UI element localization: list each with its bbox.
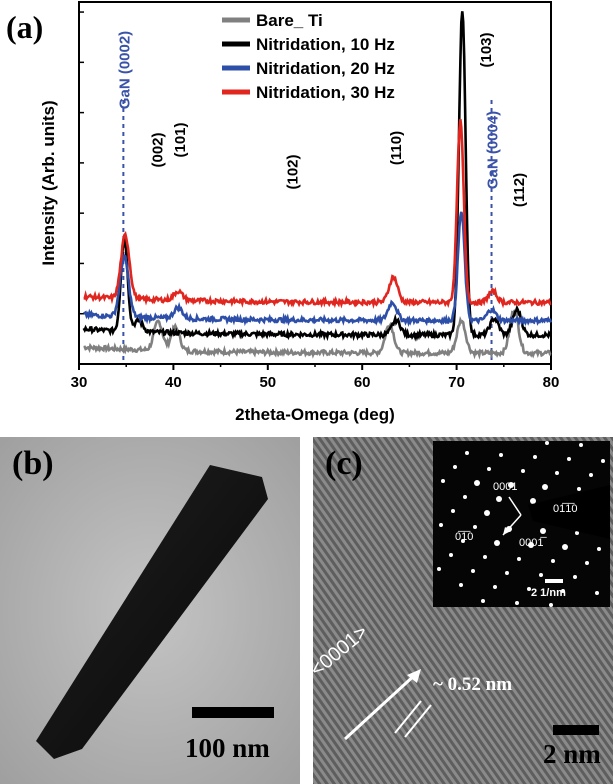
direction-arrow [343, 671, 419, 741]
diffraction-spot [575, 531, 579, 535]
y-axis-label: Intensity (Arb. units) [39, 100, 58, 265]
panel-c-label: (c) [325, 445, 363, 482]
diffraction-spot [499, 453, 503, 457]
series-line [83, 211, 553, 328]
diffraction-spot [573, 575, 577, 579]
x-axis-label: 2theta-Omega (deg) [235, 405, 395, 424]
scale-text-c: 2 nm [543, 739, 601, 769]
label-0001-bar: 0001̅ [519, 537, 544, 549]
diffraction-spot [577, 487, 581, 491]
series-line [83, 119, 552, 309]
diffraction-spot [494, 540, 500, 546]
peak-annotation: (101) [172, 122, 189, 157]
x-tick-label: 60 [354, 374, 371, 391]
diffraction-spot [539, 573, 543, 577]
peak-annotation: GaN (0002) [116, 31, 133, 109]
peak-annotation: GaN (0004) [485, 111, 502, 189]
nanowire-shape [36, 465, 268, 759]
diffraction-spot [459, 583, 463, 587]
nanowire-image [0, 437, 300, 784]
diffraction-spot [562, 544, 568, 550]
diffraction-spot [471, 569, 475, 573]
scale-text-b: 100 nm [185, 733, 270, 763]
diffraction-spot [551, 559, 555, 563]
diffraction-spot [484, 510, 490, 516]
panel-c-hrtem-image: (c) <0001> ~ 0.52 nm 2 nm 0001 01̅1̅0 0̅… [313, 437, 613, 784]
series-line [82, 11, 552, 342]
diffraction-spot [589, 473, 593, 477]
diffraction-spot [579, 443, 583, 447]
inset-scale-text: 2 1/nm [531, 587, 566, 599]
diffraction-spot [483, 555, 487, 559]
diffraction-spot [597, 547, 601, 551]
diffraction-spot [508, 482, 514, 488]
x-tick-label: 70 [448, 374, 465, 391]
scale-bar-inset [545, 579, 563, 583]
diffraction-spot [533, 455, 537, 459]
diffraction-spot [439, 523, 443, 527]
x-tick-label: 30 [71, 374, 88, 391]
legend-label: Nitridation, 30 Hz [256, 83, 395, 102]
diffraction-spot [555, 471, 559, 475]
diffraction-spot [474, 480, 480, 486]
legend-label: Nitridation, 10 Hz [256, 35, 395, 54]
label-0110: 01̅1̅0 [553, 503, 578, 515]
beam-stopper [528, 485, 610, 539]
diffraction-spot [561, 589, 565, 593]
diffraction-spot [496, 496, 502, 502]
legend-label: Nitridation, 20 Hz [256, 59, 395, 78]
diffraction-spot [521, 469, 525, 473]
peak-annotation: (102) [284, 154, 301, 189]
peak-annotation: (112) [511, 173, 528, 207]
saed-inset: 0001 01̅1̅0 0̅1̅0 0001̅ 2 1/nm [433, 441, 610, 607]
panel-a-label: (a) [6, 9, 43, 45]
diffraction-spot [481, 599, 485, 603]
x-tick-label: 40 [165, 374, 182, 391]
diffraction-spot [517, 557, 521, 561]
x-tick-label: 80 [543, 374, 560, 391]
scale-bar-c [553, 725, 599, 735]
spacing-label: ~ 0.52 nm [433, 674, 513, 695]
peak-annotation: (110) [388, 131, 405, 165]
diffraction-spot [527, 587, 531, 591]
diffraction-spot [567, 457, 571, 461]
peak-annotation: (002) [149, 132, 166, 167]
diffraction-spot [463, 495, 467, 499]
xrd-chart: 30 40 50 60 70 80 GaN (0002) GaN (0004) (002) (1… [6, 1, 560, 424]
panel-b-tem-image: (b) 100 nm [0, 437, 300, 784]
diffraction-spot [449, 553, 453, 557]
diffraction-spot [601, 459, 605, 463]
series-line [83, 309, 552, 360]
x-tick-label: 50 [259, 374, 276, 391]
legend-label: Bare_ Ti [256, 11, 323, 30]
diffraction-spot [461, 539, 465, 543]
diffraction-spot [487, 467, 491, 471]
diffraction-spot [453, 465, 457, 469]
diffraction-spot [515, 601, 519, 605]
diffraction-spot [441, 479, 445, 483]
label-0001: 0001 [493, 481, 518, 493]
diffraction-spot [528, 542, 534, 548]
peak-annotation: (103) [478, 32, 495, 67]
diffraction-spot [549, 603, 553, 607]
diffraction-spot [465, 451, 469, 455]
label-0110-bar: 0̅1̅0 [455, 531, 474, 543]
diffraction-spot [505, 571, 509, 575]
diffraction-spot [473, 525, 477, 529]
diffraction-spot [493, 585, 497, 589]
diffraction-spot [585, 561, 589, 565]
diffraction-spot [542, 484, 548, 490]
panel-b-label: (b) [12, 445, 54, 482]
diffraction-spot [545, 441, 549, 445]
scale-bar-b [192, 707, 274, 718]
diffraction-pattern [433, 441, 610, 607]
diffraction-spot [540, 528, 546, 534]
diffraction-spot [530, 498, 536, 504]
diffraction-spot [451, 509, 455, 513]
diffraction-spot [437, 567, 441, 571]
diffraction-spot [595, 591, 599, 595]
